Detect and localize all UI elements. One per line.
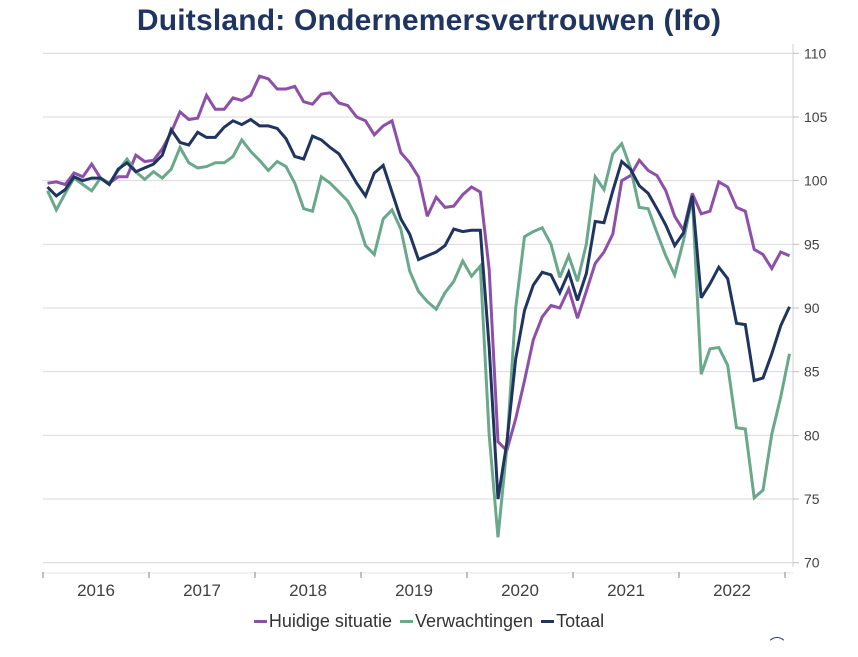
legend-swatch-green bbox=[399, 620, 413, 623]
axes bbox=[43, 44, 794, 574]
y-tick-label: 105 bbox=[804, 109, 828, 125]
gridlines bbox=[43, 52, 793, 564]
legend-label: Huidige situatie bbox=[268, 611, 392, 631]
x-tick-label: 2020 bbox=[501, 581, 539, 600]
x-tick-label: 2018 bbox=[289, 581, 327, 600]
legend-swatch-purple bbox=[253, 620, 267, 623]
logo-fragment-icon bbox=[767, 637, 787, 657]
legend-item-huidige-situatie[interactable]: Huidige situatie bbox=[253, 611, 392, 632]
legend: Huidige situatie Verwachtingen Totaal bbox=[0, 611, 858, 632]
y-tick-label: 85 bbox=[804, 364, 820, 380]
legend-swatch-navy bbox=[541, 620, 555, 623]
x-tick-label: 2016 bbox=[77, 581, 115, 600]
y-tick-label: 70 bbox=[804, 555, 820, 571]
chart-title: Duitsland: Ondernemersvertrouwen (Ifo) bbox=[136, 4, 722, 37]
y-tick-label: 100 bbox=[804, 173, 828, 189]
series-line-totaal bbox=[46, 117, 791, 500]
legend-label: Totaal bbox=[556, 611, 605, 631]
y-axis-ticks: 70 75 80 85 90 95 100 105 110 bbox=[793, 45, 828, 571]
y-tick-label: 75 bbox=[804, 491, 820, 507]
legend-item-totaal[interactable]: Totaal bbox=[541, 611, 604, 632]
series-lines bbox=[46, 74, 791, 538]
y-tick-label: 80 bbox=[804, 427, 820, 443]
series-line-verwachtingen bbox=[46, 137, 791, 538]
x-tick-label: 2022 bbox=[713, 581, 751, 600]
y-tick-label: 95 bbox=[804, 236, 820, 252]
y-tick-label: 90 bbox=[804, 300, 820, 316]
y-tick-label: 110 bbox=[804, 45, 827, 61]
x-tick-label: 2017 bbox=[183, 581, 221, 600]
legend-label: Verwachtingen bbox=[414, 611, 534, 631]
x-axis-ticks: 2016 2017 2018 2019 2020 2021 2022 bbox=[42, 572, 786, 600]
legend-item-verwachtingen[interactable]: Verwachtingen bbox=[399, 611, 534, 632]
x-tick-label: 2019 bbox=[395, 581, 433, 600]
x-tick-label: 2021 bbox=[607, 581, 645, 600]
